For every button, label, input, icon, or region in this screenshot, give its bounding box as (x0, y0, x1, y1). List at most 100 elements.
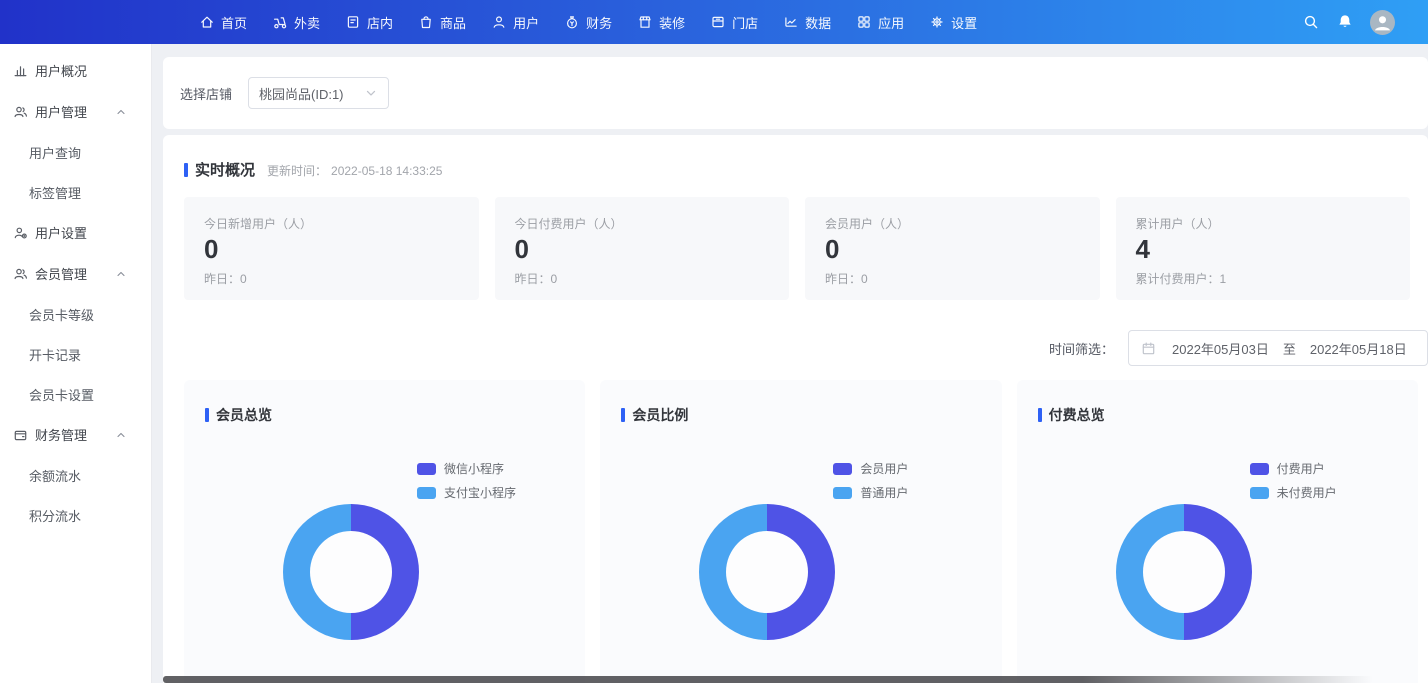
sidebar-item-points-flow[interactable]: 积分流水 (0, 495, 151, 535)
store-selector-bar: 选择店铺 桃园尚品(ID:1) (163, 57, 1428, 129)
legend-swatch (833, 486, 853, 499)
legend-swatch (1249, 462, 1269, 475)
bar-chart-icon (13, 63, 28, 78)
nav-item-shops[interactable]: 门店 (710, 13, 758, 32)
calendar-icon (1141, 341, 1156, 356)
chart-legend: 付费用户 未付费用户 (1249, 460, 1337, 501)
donut-chart (1115, 504, 1252, 640)
legend-label: 未付费用户 (1276, 486, 1337, 500)
sidebar-item-user-settings[interactable]: 用户设置 (0, 212, 151, 253)
sidebar-subitem-label: 余额流水 (29, 468, 82, 484)
chart-legend: 微信小程序 支付宝小程序 (417, 460, 516, 501)
sidebar-group-finance-management[interactable]: 财务管理 (0, 414, 151, 455)
store-select-value: 桃园尚品(ID:1) (259, 86, 344, 102)
nav-label: 装修 (659, 15, 686, 31)
legend-swatch (417, 486, 436, 499)
chart-legend: 会员用户 普通用户 (833, 460, 908, 501)
sidebar-subitem-label: 会员卡设置 (29, 387, 95, 403)
nav-item-home[interactable]: 首页 (199, 13, 247, 32)
stat-label: 今日新增用户（人） (204, 217, 313, 231)
search-icon[interactable] (1302, 13, 1320, 31)
nav-label: 商品 (440, 15, 467, 31)
nav-item-apps[interactable]: 应用 (856, 13, 904, 32)
stat-card-member-users: 会员用户（人） 0 昨日：0 (805, 197, 1100, 300)
legend-swatch (417, 462, 436, 475)
nav-label: 店内 (367, 15, 394, 31)
store-selector-label: 选择店铺 (180, 86, 233, 102)
home-icon (199, 14, 215, 30)
nav-item-finance[interactable]: 财务 (564, 13, 612, 32)
sidebar-subitem-label: 积分流水 (29, 508, 82, 524)
date-range-picker[interactable]: 2022年05月03日 至 2022年05月18日 (1128, 330, 1428, 366)
sidebar-item-balance-flow[interactable]: 余额流水 (0, 455, 151, 495)
sidebar-item-tag-management[interactable]: 标签管理 (0, 172, 151, 212)
time-filter-label: 时间筛选： (1048, 341, 1114, 357)
sidebar-group-label: 用户管理 (35, 105, 88, 120)
chart-card-payment-overview: 付费总览 付费用户 未付费用户 (1016, 380, 1418, 683)
nav-item-goods[interactable]: 商品 (418, 13, 466, 32)
legend-label: 支付宝小程序 (444, 486, 517, 500)
data-icon (783, 14, 799, 30)
donut-chart (283, 504, 419, 640)
nav-label: 门店 (732, 15, 759, 31)
time-filter-row: 时间筛选： 2022年05月03日 至 2022年05月18日 (184, 330, 1428, 366)
sidebar-item-member-card-level[interactable]: 会员卡等级 (0, 294, 151, 334)
sidebar-subitem-label: 开卡记录 (29, 347, 82, 363)
sidebar-item-user-overview[interactable]: 用户概况 (0, 50, 151, 91)
stat-card-total-users: 累计用户（人） 4 累计付费用户：1 (1115, 197, 1410, 300)
dashboard-panel: 实时概况 更新时间： 2022-05-18 14:33:25 今日新增用户（人） … (163, 135, 1428, 683)
takeout-icon (272, 14, 288, 30)
stat-value: 0 (825, 234, 840, 264)
realtime-overview-header: 实时概况 更新时间： 2022-05-18 14:33:25 (184, 135, 1410, 180)
sidebar-item-member-card-settings[interactable]: 会员卡设置 (0, 374, 151, 414)
legend-label: 付费用户 (1276, 462, 1325, 476)
legend-item[interactable]: 未付费用户 (1249, 484, 1337, 501)
navbar-right-tools (1302, 0, 1395, 44)
sidebar-group-user-management[interactable]: 用户管理 (0, 91, 151, 132)
date-start[interactable]: 2022年05月03日 (1172, 341, 1269, 357)
shop-icon (710, 14, 726, 30)
chevron-up-icon (115, 106, 127, 118)
sidebar-item-user-query[interactable]: 用户查询 (0, 132, 151, 172)
apps-icon (856, 14, 872, 30)
horizontal-scrollbar[interactable] (163, 676, 1373, 683)
legend-item[interactable]: 普通用户 (833, 484, 908, 501)
sidebar-subitem-label: 会员卡等级 (29, 307, 95, 323)
nav-item-in-store[interactable]: 店内 (345, 13, 393, 32)
nav-label: 设置 (951, 15, 978, 31)
stat-label: 累计用户（人） (1135, 217, 1220, 231)
nav-item-user[interactable]: 用户 (491, 13, 539, 32)
bell-icon[interactable] (1336, 13, 1354, 31)
stat-value: 0 (204, 234, 219, 264)
stat-sub: 昨日：0 (204, 271, 247, 286)
stat-cards-row: 今日新增用户（人） 0 昨日：0 今日付费用户（人） 0 昨日：0 会员用户（人… (184, 197, 1410, 300)
section-title: 实时概况 (195, 162, 256, 179)
sidebar-subitem-label: 标签管理 (29, 185, 82, 201)
sidebar-group-label: 财务管理 (35, 428, 88, 443)
sidebar-group-member-management[interactable]: 会员管理 (0, 253, 151, 294)
stat-sub: 昨日：0 (825, 271, 868, 286)
store-select[interactable]: 桃园尚品(ID:1) (248, 77, 390, 109)
donut-chart (699, 504, 836, 640)
nav-item-takeout[interactable]: 外卖 (272, 13, 320, 32)
legend-item[interactable]: 微信小程序 (417, 460, 516, 477)
chart-header: 会员总览 (205, 405, 585, 425)
in-store-icon (345, 14, 361, 30)
legend-label: 普通用户 (860, 486, 909, 500)
nav-item-decoration[interactable]: 装修 (637, 13, 685, 32)
nav-item-data[interactable]: 数据 (783, 13, 831, 32)
stat-label: 今日付费用户（人） (514, 217, 623, 231)
date-end[interactable]: 2022年05月18日 (1309, 341, 1407, 357)
sidebar-item-label: 用户概况 (35, 64, 88, 79)
settings-icon (929, 14, 945, 30)
nav-item-settings[interactable]: 设置 (929, 13, 977, 32)
legend-item[interactable]: 付费用户 (1249, 460, 1337, 477)
stat-label: 会员用户（人） (825, 217, 910, 231)
legend-item[interactable]: 会员用户 (833, 460, 908, 477)
avatar[interactable] (1370, 9, 1395, 35)
nav-label: 财务 (586, 15, 613, 31)
stat-value: 4 (1135, 234, 1150, 264)
sidebar-item-label: 用户设置 (35, 226, 88, 241)
sidebar-item-card-open-records[interactable]: 开卡记录 (0, 334, 151, 374)
legend-item[interactable]: 支付宝小程序 (417, 484, 516, 501)
